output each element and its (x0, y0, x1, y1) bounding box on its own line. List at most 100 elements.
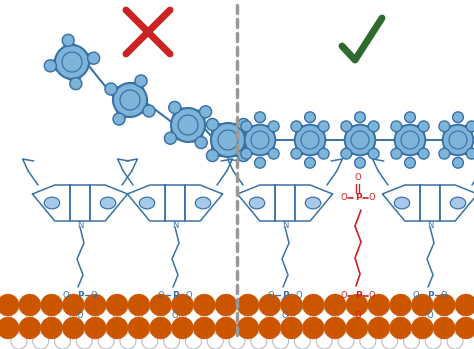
Circle shape (382, 309, 398, 325)
Circle shape (45, 60, 56, 72)
Circle shape (128, 317, 150, 339)
Circle shape (453, 112, 464, 122)
Circle shape (193, 317, 215, 339)
Circle shape (0, 294, 19, 316)
Circle shape (172, 294, 193, 316)
Ellipse shape (305, 197, 321, 209)
Circle shape (455, 317, 474, 339)
Circle shape (207, 309, 223, 325)
Circle shape (259, 317, 281, 339)
Circle shape (218, 130, 238, 150)
Text: P: P (77, 290, 83, 299)
Text: N: N (282, 222, 288, 230)
Text: O: O (172, 311, 178, 319)
Circle shape (291, 148, 302, 159)
Text: O: O (341, 193, 347, 202)
Circle shape (305, 157, 315, 168)
Circle shape (405, 112, 415, 122)
Text: P: P (355, 193, 361, 202)
Circle shape (449, 131, 467, 149)
Circle shape (211, 123, 245, 157)
Ellipse shape (195, 197, 211, 209)
Text: N: N (427, 222, 433, 230)
Ellipse shape (249, 197, 264, 209)
Text: O: O (282, 311, 288, 319)
Circle shape (88, 52, 100, 64)
Circle shape (62, 52, 82, 72)
Text: P: P (427, 290, 433, 299)
Circle shape (106, 294, 128, 316)
Circle shape (294, 309, 310, 325)
Circle shape (98, 309, 114, 325)
Ellipse shape (100, 197, 116, 209)
Text: O: O (186, 290, 192, 299)
Circle shape (76, 309, 92, 325)
Text: O: O (355, 312, 361, 320)
Circle shape (229, 333, 245, 349)
Circle shape (368, 121, 379, 132)
Circle shape (164, 333, 180, 349)
Circle shape (439, 148, 450, 159)
Ellipse shape (394, 197, 410, 209)
Circle shape (294, 333, 310, 349)
Circle shape (355, 157, 365, 168)
Text: O: O (63, 290, 69, 299)
Circle shape (120, 309, 136, 325)
Circle shape (237, 294, 259, 316)
Circle shape (237, 317, 259, 339)
Circle shape (425, 309, 441, 325)
Circle shape (324, 317, 346, 339)
Circle shape (368, 317, 390, 339)
Text: N: N (77, 222, 83, 230)
Ellipse shape (44, 197, 60, 209)
Circle shape (382, 333, 398, 349)
Circle shape (84, 294, 106, 316)
Circle shape (135, 75, 147, 87)
Circle shape (207, 333, 223, 349)
Circle shape (302, 294, 324, 316)
Circle shape (403, 309, 419, 325)
Circle shape (241, 121, 252, 132)
Circle shape (76, 333, 92, 349)
Circle shape (411, 317, 433, 339)
Circle shape (41, 294, 63, 316)
Circle shape (237, 150, 249, 162)
Circle shape (150, 317, 172, 339)
Circle shape (443, 125, 474, 155)
Circle shape (405, 157, 415, 168)
Circle shape (259, 294, 281, 316)
Text: O: O (441, 290, 447, 299)
Text: P: P (282, 290, 288, 299)
Circle shape (63, 294, 84, 316)
Circle shape (70, 78, 82, 90)
Ellipse shape (139, 197, 155, 209)
Circle shape (368, 148, 379, 159)
Circle shape (453, 157, 464, 168)
Circle shape (172, 317, 193, 339)
Circle shape (251, 131, 269, 149)
Circle shape (142, 309, 158, 325)
Circle shape (447, 309, 463, 325)
Circle shape (425, 333, 441, 349)
Circle shape (401, 131, 419, 149)
Circle shape (164, 309, 180, 325)
Circle shape (273, 309, 289, 325)
Circle shape (368, 294, 390, 316)
Circle shape (391, 148, 401, 159)
Circle shape (106, 317, 128, 339)
Circle shape (360, 333, 376, 349)
Text: O: O (158, 290, 164, 299)
Circle shape (11, 309, 27, 325)
Circle shape (318, 121, 329, 132)
Circle shape (351, 131, 369, 149)
Circle shape (301, 131, 319, 149)
Circle shape (302, 317, 324, 339)
Circle shape (193, 294, 215, 316)
Circle shape (245, 125, 275, 155)
Circle shape (120, 90, 140, 110)
Text: O: O (341, 291, 347, 300)
Circle shape (169, 102, 181, 113)
Circle shape (433, 317, 455, 339)
Circle shape (195, 136, 207, 149)
Circle shape (268, 148, 279, 159)
